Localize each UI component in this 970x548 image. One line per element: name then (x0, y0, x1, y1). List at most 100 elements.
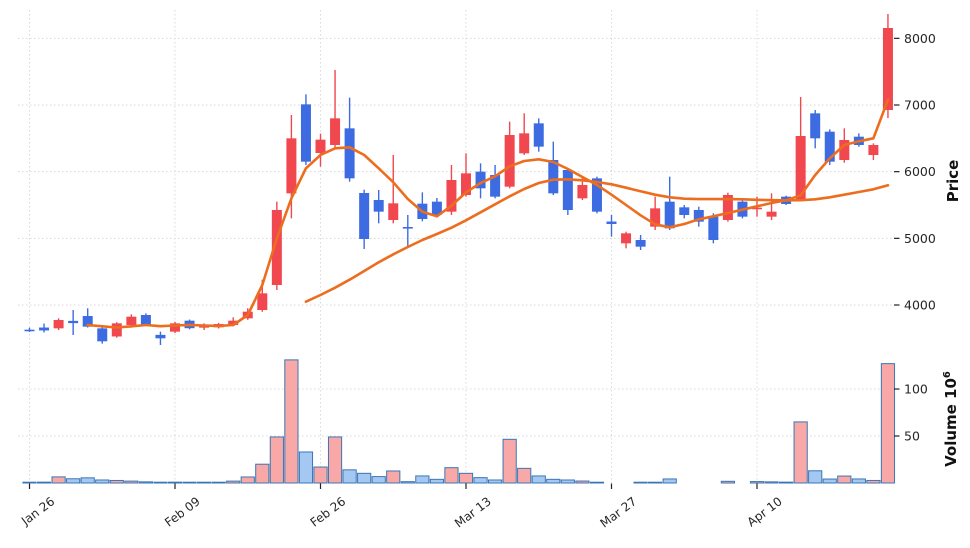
volume-bar (269, 436, 284, 484)
volume-bar (80, 477, 95, 484)
candle-body (388, 203, 399, 220)
candle-body (140, 315, 151, 325)
candle-body (344, 128, 355, 179)
candle-body (577, 185, 588, 199)
date-tick-label: Jan 26 (18, 494, 57, 528)
volume-bar (633, 481, 648, 484)
candle-body (562, 170, 573, 210)
candle-body (708, 216, 719, 240)
volume-bar (386, 470, 401, 484)
volume-bar (211, 481, 226, 484)
candle-body (300, 104, 311, 162)
volume-bar (488, 479, 503, 484)
candle-body (330, 118, 341, 145)
volume-axis-label: Volume 106 (942, 371, 960, 467)
volume-bar (415, 475, 430, 484)
volume-bar (124, 480, 139, 484)
volume-bar (444, 467, 459, 484)
candle-body (126, 316, 137, 325)
date-tick-label: Mar 13 (452, 494, 494, 530)
volume-bar (109, 479, 124, 484)
price-axis-label: Price (944, 159, 962, 203)
candle-body (315, 139, 326, 153)
volume-bar (66, 478, 81, 484)
volume-bar (793, 421, 808, 484)
ma-fast-line (86, 98, 890, 329)
candle-body (97, 328, 108, 342)
date-tick-label: Mar 27 (598, 494, 640, 530)
candle-body (271, 210, 282, 285)
candle-body (839, 140, 850, 160)
candle-body (766, 211, 777, 217)
volume-bar (153, 481, 168, 484)
candle-body (752, 207, 762, 210)
candle-body (490, 175, 501, 197)
price-tick-label: 6000 (904, 164, 936, 179)
volume-axis-unit-base: 10 (942, 378, 960, 399)
volume-bar (473, 477, 488, 484)
candle-body (795, 136, 806, 200)
volume-bar (502, 438, 517, 484)
volume-bar (546, 478, 561, 484)
volume-bar (197, 481, 212, 484)
volume-bar (313, 466, 328, 484)
volume-bar (458, 472, 474, 484)
candle-body (24, 329, 35, 332)
candle-body (548, 160, 559, 194)
candle-body (170, 323, 180, 332)
candle-body (39, 327, 50, 331)
price-tick-label: 8000 (904, 31, 936, 46)
volume-bar (138, 481, 154, 484)
volume-bar (51, 476, 66, 484)
volume-bar (167, 481, 183, 484)
volume-bar (808, 470, 823, 484)
volume-bar (342, 469, 357, 484)
volume-bar (255, 463, 270, 484)
volume-bar (851, 478, 866, 484)
candle-body (286, 138, 297, 194)
candle-body (68, 320, 79, 324)
candle-body (257, 293, 268, 310)
volume-bar (371, 476, 386, 484)
volume-bar (662, 478, 677, 484)
candle-body (446, 180, 457, 212)
volume-bar (400, 481, 415, 484)
candle-body (650, 208, 661, 227)
volume-bar (779, 481, 794, 484)
ma-slow-line (304, 178, 890, 303)
price-tick-label: 7000 (904, 98, 936, 113)
volume-bar (517, 467, 532, 484)
date-tick-label: Feb 26 (308, 494, 349, 529)
volume-bar (240, 476, 255, 484)
price-tick-label: 4000 (904, 298, 936, 313)
volume-bar (531, 475, 546, 484)
volume-bar (357, 472, 372, 484)
volume-bar (837, 475, 852, 484)
candle-body (228, 320, 239, 325)
volume-tick-label: 100 (904, 382, 928, 397)
candle-body (359, 193, 370, 239)
candle-body (431, 201, 442, 215)
volume-bar (226, 480, 241, 484)
candle-body (722, 195, 733, 220)
candle-body (635, 240, 646, 247)
volume-axis-label-text: Volume (942, 404, 960, 467)
volume-bar (880, 363, 896, 484)
candle-body (664, 201, 675, 229)
volume-bar (764, 481, 779, 484)
volume-tick-label: 50 (904, 429, 920, 444)
price-tick-label: 5000 (904, 231, 936, 246)
volume-bar (429, 478, 444, 484)
candle-body (475, 171, 486, 189)
volume-bar (749, 481, 765, 484)
volume-bar (589, 481, 605, 484)
candle-body (519, 133, 530, 154)
candle-body (155, 334, 166, 339)
volume-bar (22, 481, 37, 484)
candle-body (373, 200, 384, 212)
candle-body (810, 113, 821, 139)
candle-body (402, 227, 413, 229)
date-tick-label: Apr 10 (745, 494, 785, 529)
